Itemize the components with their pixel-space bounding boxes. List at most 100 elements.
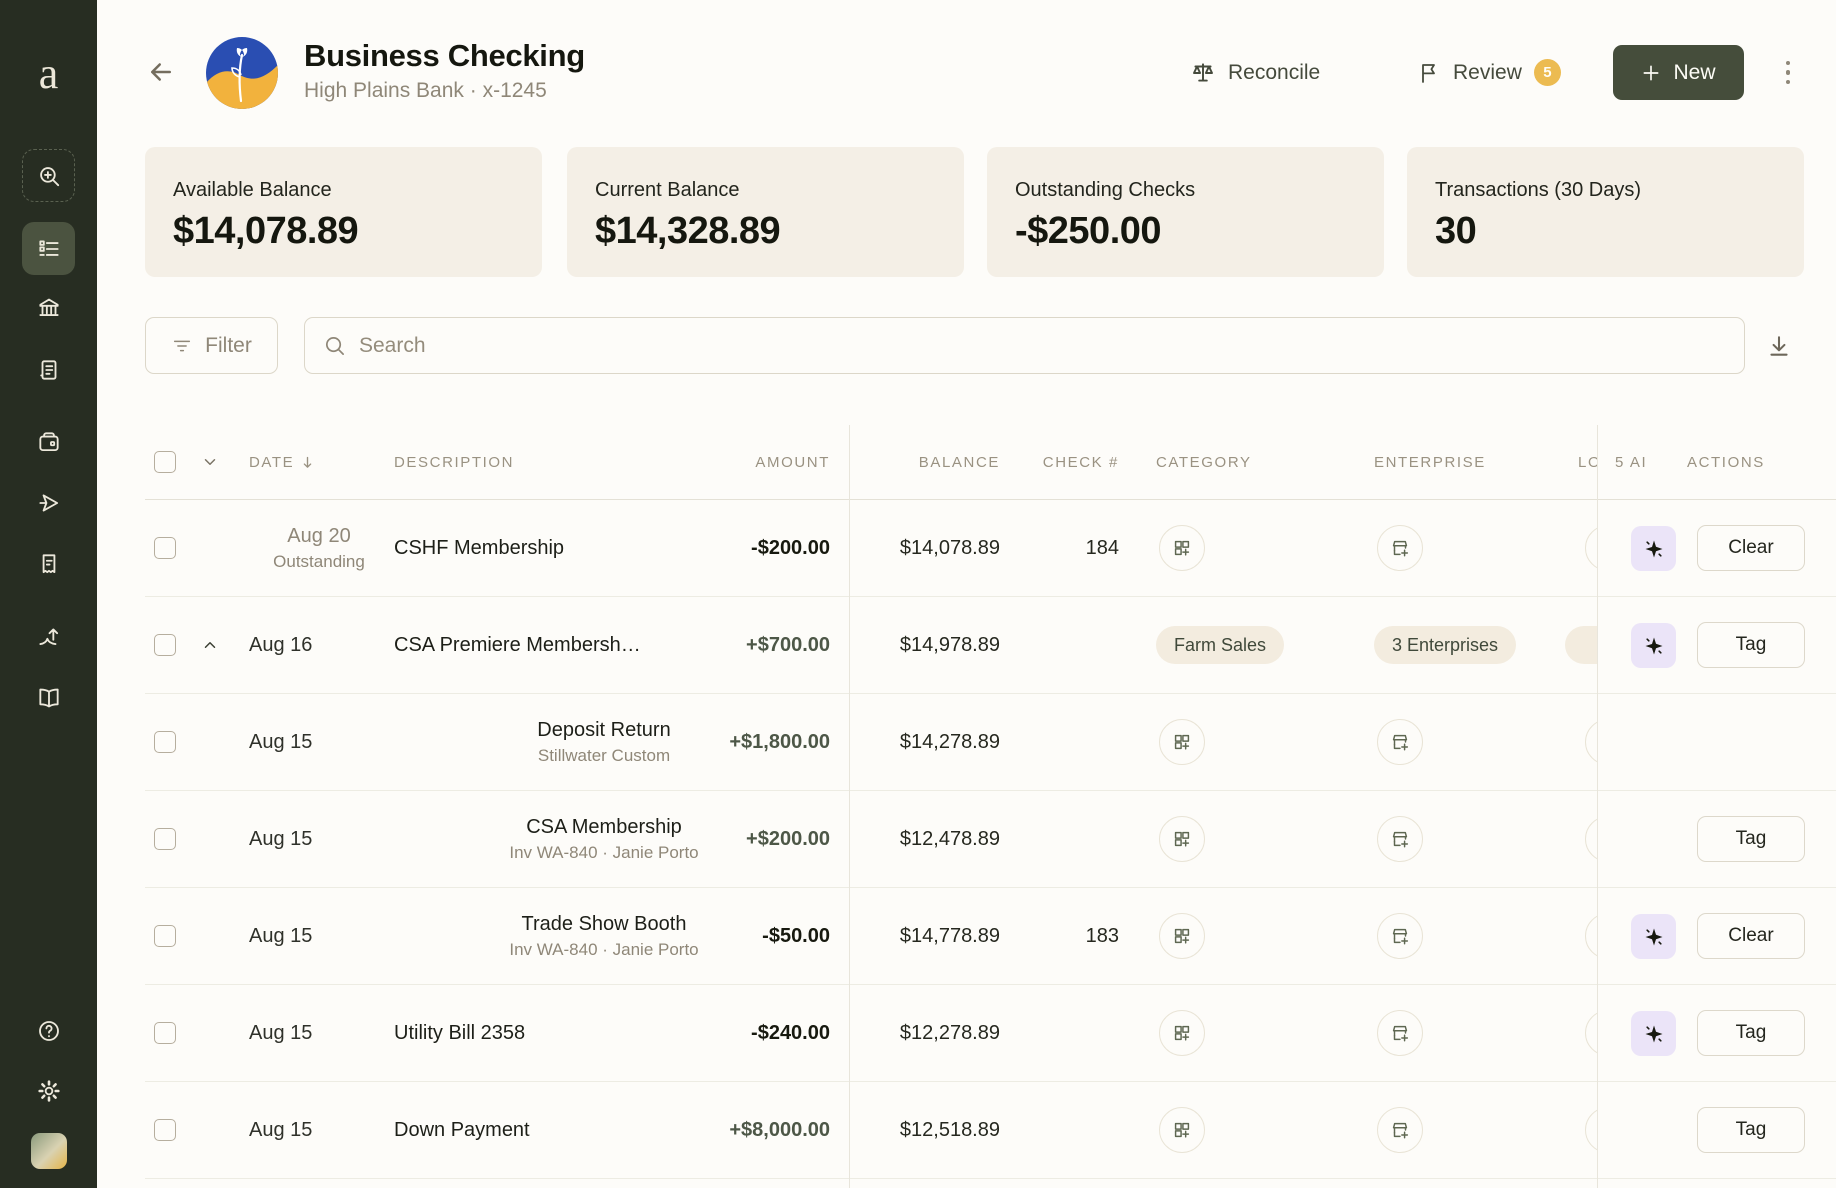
arrow-left-icon bbox=[151, 63, 171, 81]
clear-button[interactable]: Clear bbox=[1697, 913, 1805, 959]
expand-all-chevron-down-icon[interactable] bbox=[201, 453, 219, 471]
card-value: $14,328.89 bbox=[595, 210, 781, 252]
transactions-table: DATE DESCRIPTION AMOUNT BALANCE CHECK # … bbox=[145, 425, 1836, 1188]
sidebar-item-banking[interactable] bbox=[22, 281, 75, 334]
row-checkbox[interactable] bbox=[154, 828, 176, 850]
add-enterprise-button[interactable] bbox=[1377, 719, 1423, 765]
col-header-amount[interactable]: AMOUNT bbox=[755, 453, 830, 471]
add-category-button[interactable] bbox=[1159, 719, 1205, 765]
review-button[interactable]: Review 5 bbox=[1417, 45, 1561, 100]
add-location-button[interactable] bbox=[1585, 1010, 1597, 1056]
tag-button[interactable]: Tag bbox=[1697, 816, 1805, 862]
add-enterprise-button[interactable] bbox=[1377, 816, 1423, 862]
col-header-category[interactable]: CATEGORY bbox=[1156, 453, 1252, 471]
running-balance: $12,478.89 bbox=[899, 827, 1000, 850]
tag-button[interactable]: Tag bbox=[1697, 622, 1805, 668]
tag-button[interactable]: Tag bbox=[1697, 1010, 1805, 1056]
row-checkbox[interactable] bbox=[154, 634, 176, 656]
app-logo[interactable]: a bbox=[38, 49, 59, 98]
enterprise-add-icon bbox=[1392, 734, 1409, 751]
add-location-button[interactable] bbox=[1585, 719, 1597, 765]
clear-button[interactable]: Clear bbox=[1697, 525, 1805, 571]
sidebar-item-receipts[interactable] bbox=[22, 537, 75, 590]
add-location-button[interactable] bbox=[1585, 816, 1597, 862]
enterprise-tag[interactable]: 3 Enterprises bbox=[1374, 626, 1517, 664]
add-category-button[interactable] bbox=[1159, 1010, 1205, 1056]
col-header-description[interactable]: DESCRIPTION bbox=[394, 453, 515, 471]
card-label: Outstanding Checks bbox=[1015, 179, 1196, 201]
transaction-description: CSA Premiere Membersh… bbox=[394, 633, 641, 656]
running-balance: $14,278.89 bbox=[899, 730, 1000, 753]
row-checkbox[interactable] bbox=[154, 1119, 176, 1141]
add-category-button[interactable] bbox=[1159, 913, 1205, 959]
enterprise-add-icon bbox=[1392, 1122, 1409, 1139]
add-category-button[interactable] bbox=[1159, 1107, 1205, 1153]
page-title: Business Checking bbox=[304, 38, 585, 73]
sidebar-item-invoices[interactable] bbox=[22, 343, 75, 396]
table-row: Aug 20 Outstanding CSHF Membership -$200… bbox=[145, 500, 1836, 597]
sparkle-icon bbox=[1645, 1025, 1662, 1042]
card-label: Current Balance bbox=[595, 179, 740, 201]
add-location-button[interactable] bbox=[1585, 525, 1597, 571]
col-header-balance[interactable]: BALANCE bbox=[918, 453, 1000, 471]
more-options-button[interactable] bbox=[1773, 45, 1803, 100]
card-value: -$250.00 bbox=[1015, 210, 1162, 252]
add-enterprise-button[interactable] bbox=[1377, 1107, 1423, 1153]
row-checkbox[interactable] bbox=[154, 731, 176, 753]
transactions-list-icon bbox=[38, 239, 59, 256]
sidebar-item-payments[interactable] bbox=[22, 476, 75, 529]
transaction-memo: Stillwater Custom bbox=[537, 745, 671, 765]
col-header-enterprise[interactable]: ENTERPRISE bbox=[1374, 453, 1486, 471]
add-location-button[interactable] bbox=[1585, 913, 1597, 959]
transaction-date: Aug 16 bbox=[249, 633, 313, 656]
sidebar-item-insights[interactable] bbox=[22, 610, 75, 663]
add-category-button[interactable] bbox=[1159, 525, 1205, 571]
category-add-icon bbox=[1174, 734, 1190, 750]
download-icon bbox=[1770, 336, 1788, 356]
add-category-button[interactable] bbox=[1159, 816, 1205, 862]
col-header-check[interactable]: CHECK # bbox=[1042, 453, 1119, 471]
account-subtitle: High Plains Bank · x-1245 bbox=[304, 79, 547, 102]
category-tag[interactable]: Farm Sales bbox=[1156, 626, 1285, 664]
col-header-ai[interactable]: 5 AI bbox=[1615, 453, 1648, 471]
sparkle-icon bbox=[1645, 540, 1662, 557]
bank-icon bbox=[38, 298, 59, 316]
transaction-amount: -$200.00 bbox=[751, 536, 830, 559]
sidebar-item-transactions[interactable] bbox=[22, 222, 75, 275]
running-balance: $12,278.89 bbox=[899, 1021, 1000, 1044]
sidebar-item-wallet[interactable] bbox=[22, 415, 75, 468]
column-divider-left bbox=[849, 425, 850, 1188]
sidebar-item-library[interactable] bbox=[22, 671, 75, 724]
ai-suggest-button[interactable] bbox=[1631, 914, 1676, 959]
row-checkbox[interactable] bbox=[154, 925, 176, 947]
collapse-row-chevron-up-icon[interactable] bbox=[201, 636, 219, 654]
search-plus-icon bbox=[39, 166, 59, 186]
export-button[interactable] bbox=[1761, 328, 1797, 364]
reconcile-button[interactable]: Reconcile bbox=[1190, 45, 1320, 100]
add-enterprise-button[interactable] bbox=[1377, 913, 1423, 959]
filter-button[interactable]: Filter bbox=[145, 317, 278, 374]
sidebar-item-settings[interactable] bbox=[22, 1064, 75, 1117]
enterprise-add-icon bbox=[1392, 1025, 1409, 1042]
transaction-date: Aug 15 bbox=[249, 730, 313, 753]
col-header-location[interactable]: LOCATION bbox=[1578, 453, 1597, 471]
sidebar-item-search[interactable] bbox=[22, 149, 75, 202]
add-enterprise-button[interactable] bbox=[1377, 1010, 1423, 1056]
add-location-button[interactable] bbox=[1585, 1107, 1597, 1153]
col-header-date[interactable]: DATE bbox=[249, 425, 315, 499]
back-button[interactable] bbox=[141, 52, 181, 92]
search-input[interactable] bbox=[359, 333, 1726, 358]
ai-suggest-button[interactable] bbox=[1631, 623, 1676, 668]
sidebar-item-help[interactable] bbox=[22, 1004, 75, 1057]
ai-suggest-button[interactable] bbox=[1631, 526, 1676, 571]
row-checkbox[interactable] bbox=[154, 1022, 176, 1044]
tag-button[interactable]: Tag bbox=[1697, 1107, 1805, 1153]
location-tag[interactable] bbox=[1565, 626, 1597, 664]
sidebar-item-account[interactable] bbox=[22, 1124, 75, 1177]
add-enterprise-button[interactable] bbox=[1377, 525, 1423, 571]
select-all-checkbox[interactable] bbox=[154, 451, 176, 473]
search-bar bbox=[304, 317, 1745, 374]
new-button[interactable]: New bbox=[1613, 45, 1744, 100]
ai-suggest-button[interactable] bbox=[1631, 1011, 1676, 1056]
row-checkbox[interactable] bbox=[154, 537, 176, 559]
